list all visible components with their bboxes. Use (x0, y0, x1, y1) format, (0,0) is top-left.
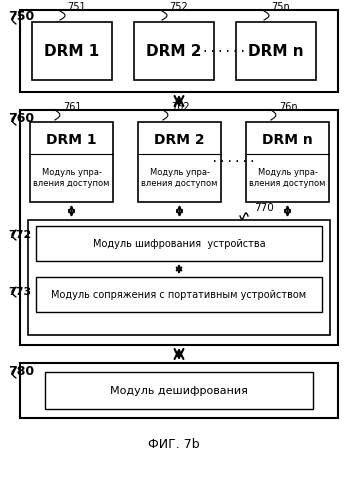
Text: Модуль сопряжения с портативным устройством: Модуль сопряжения с портативным устройст… (52, 289, 307, 299)
Text: Модуль дешифрования: Модуль дешифрования (110, 386, 248, 396)
Text: 752: 752 (169, 2, 188, 12)
Text: ФИГ. 7b: ФИГ. 7b (148, 438, 200, 451)
Text: 76n: 76n (279, 102, 298, 112)
Text: 770: 770 (254, 203, 274, 213)
Text: DRM n: DRM n (248, 43, 304, 58)
Text: 751: 751 (67, 2, 86, 12)
Bar (20, 110, 338, 345)
Bar (30, 122, 113, 202)
Bar (20, 10, 338, 92)
Text: 750: 750 (8, 10, 34, 23)
Text: ·······: ······· (194, 44, 246, 57)
Bar (45, 372, 313, 409)
Text: 773: 773 (8, 287, 31, 297)
Text: Модуль упра-
вления доступом: Модуль упра- вления доступом (141, 168, 218, 189)
Text: 760: 760 (8, 112, 34, 125)
Bar (28, 220, 330, 335)
Text: Модуль шифрования  устройства: Модуль шифрования устройства (93, 239, 265, 249)
Text: DRM 1: DRM 1 (46, 133, 97, 147)
Bar (236, 22, 316, 80)
Bar (36, 277, 322, 312)
Text: DRM 2: DRM 2 (154, 133, 205, 147)
Text: 761: 761 (63, 102, 81, 112)
Bar (36, 226, 322, 261)
Text: 762: 762 (171, 102, 190, 112)
Text: ······: ······ (211, 156, 256, 169)
Text: Модуль упра-
вления доступом: Модуль упра- вления доступом (33, 168, 110, 189)
Bar (246, 122, 329, 202)
Bar (32, 22, 112, 80)
Bar (138, 122, 221, 202)
Text: Модуль упра-
вления доступом: Модуль упра- вления доступом (249, 168, 326, 189)
Text: 780: 780 (8, 365, 34, 378)
Text: DRM 2: DRM 2 (146, 43, 202, 58)
Text: DRM n: DRM n (262, 133, 313, 147)
Bar (134, 22, 214, 80)
Text: 772: 772 (8, 230, 31, 240)
Text: 75n: 75n (271, 2, 290, 12)
Bar (20, 363, 338, 418)
Text: DRM 1: DRM 1 (45, 43, 100, 58)
